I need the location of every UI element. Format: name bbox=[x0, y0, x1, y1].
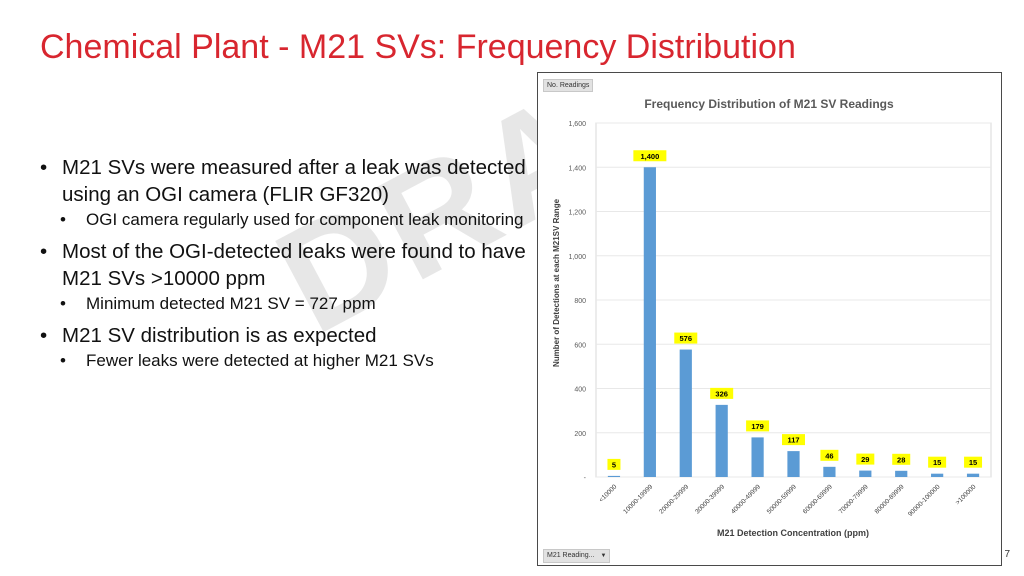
bullet-3: M21 SV distribution is as expected bbox=[38, 322, 528, 349]
data-label-background bbox=[820, 449, 839, 461]
bar bbox=[895, 470, 908, 477]
data-label-background bbox=[607, 458, 621, 470]
bullet-2: Most of the OGI-detected leaks were foun… bbox=[38, 238, 528, 292]
y-tick-label: 800 bbox=[574, 298, 586, 305]
chart-title: Frequency Distribution of M21 SV Reading… bbox=[644, 97, 894, 111]
bullet-2-sub-1: Minimum detected M21 SV = 727 ppm bbox=[38, 292, 528, 316]
x-tick-label: 50000-59999 bbox=[766, 483, 798, 515]
x-tick-label: 70000-79999 bbox=[838, 483, 870, 515]
data-label-background bbox=[964, 456, 983, 468]
bar bbox=[859, 470, 872, 477]
bar-chart: Frequency Distribution of M21 SV Reading… bbox=[552, 97, 992, 538]
data-label: 46 bbox=[825, 451, 833, 460]
slide-title: Chemical Plant - M21 SVs: Frequency Dist… bbox=[40, 28, 796, 66]
chart-container: No. Readings M21 Reading... ▼ Frequency … bbox=[537, 72, 1002, 566]
y-tick-label: 200 bbox=[574, 431, 586, 438]
y-tick-label: 1,000 bbox=[568, 254, 586, 261]
x-tick-label: 40000-49999 bbox=[730, 483, 762, 515]
data-label-background bbox=[674, 332, 698, 344]
y-tick-label: 400 bbox=[574, 387, 586, 394]
data-label-background bbox=[892, 453, 911, 465]
bullet-list: M21 SVs were measured after a leak was d… bbox=[38, 148, 528, 373]
bar bbox=[931, 473, 944, 477]
x-tick-label: 20000-29999 bbox=[658, 483, 690, 515]
x-tick-label: 30000-39999 bbox=[694, 483, 726, 515]
bullet-3-sub-1: Fewer leaks were detected at higher M21 … bbox=[38, 349, 528, 373]
y-tick-label: - bbox=[584, 475, 587, 482]
data-label: 117 bbox=[787, 436, 799, 445]
data-label: 15 bbox=[969, 458, 977, 467]
data-label-background bbox=[928, 456, 947, 468]
data-label: 29 bbox=[861, 455, 869, 464]
x-tick-label: 60000-69999 bbox=[802, 483, 834, 515]
data-label-background bbox=[782, 434, 805, 446]
x-tick-label: 90000-100000 bbox=[907, 483, 942, 518]
data-label: 5 bbox=[612, 460, 616, 469]
bullet-1: M21 SVs were measured after a leak was d… bbox=[38, 154, 528, 208]
data-label: 326 bbox=[715, 389, 728, 398]
data-label: 179 bbox=[751, 422, 764, 431]
y-axis-title: Number of Detections at each M21SV Range bbox=[552, 198, 561, 367]
data-label: 1,400 bbox=[640, 152, 659, 161]
x-tick-label: >100000 bbox=[954, 483, 977, 506]
data-label: 15 bbox=[933, 458, 941, 467]
x-tick-label: 10000-19999 bbox=[622, 483, 654, 515]
data-label-background bbox=[746, 420, 770, 432]
y-tick-label: 1,200 bbox=[568, 210, 586, 217]
data-label-background bbox=[856, 453, 875, 465]
bullet-1-sub-1: OGI camera regularly used for component … bbox=[38, 208, 528, 232]
y-tick-label: 600 bbox=[574, 342, 586, 349]
bar bbox=[679, 349, 692, 477]
y-tick-label: 1,600 bbox=[568, 121, 586, 128]
pivot-field-button[interactable]: No. Readings bbox=[543, 79, 594, 92]
bar bbox=[966, 473, 980, 477]
bar bbox=[643, 167, 656, 477]
page-number: 7 bbox=[1004, 549, 1010, 560]
x-tick-label: 80000-89999 bbox=[874, 483, 906, 515]
pivot-filter-button[interactable]: M21 Reading... ▼ bbox=[543, 549, 611, 563]
x-axis-title: M21 Detection Concentration (ppm) bbox=[717, 528, 869, 538]
bar bbox=[607, 475, 621, 477]
pivot-filter-label: M21 Reading... bbox=[547, 552, 595, 559]
data-label: 576 bbox=[680, 334, 693, 343]
bar bbox=[823, 466, 836, 477]
bar bbox=[751, 437, 764, 477]
data-label: 28 bbox=[897, 455, 905, 464]
y-tick-label: 1,400 bbox=[568, 165, 586, 172]
data-label-background bbox=[710, 387, 734, 399]
dropdown-arrow-icon: ▼ bbox=[600, 553, 607, 559]
data-label-background bbox=[633, 150, 667, 162]
bar bbox=[715, 404, 728, 477]
x-tick-label: <10000 bbox=[598, 483, 619, 504]
bar bbox=[787, 451, 800, 477]
